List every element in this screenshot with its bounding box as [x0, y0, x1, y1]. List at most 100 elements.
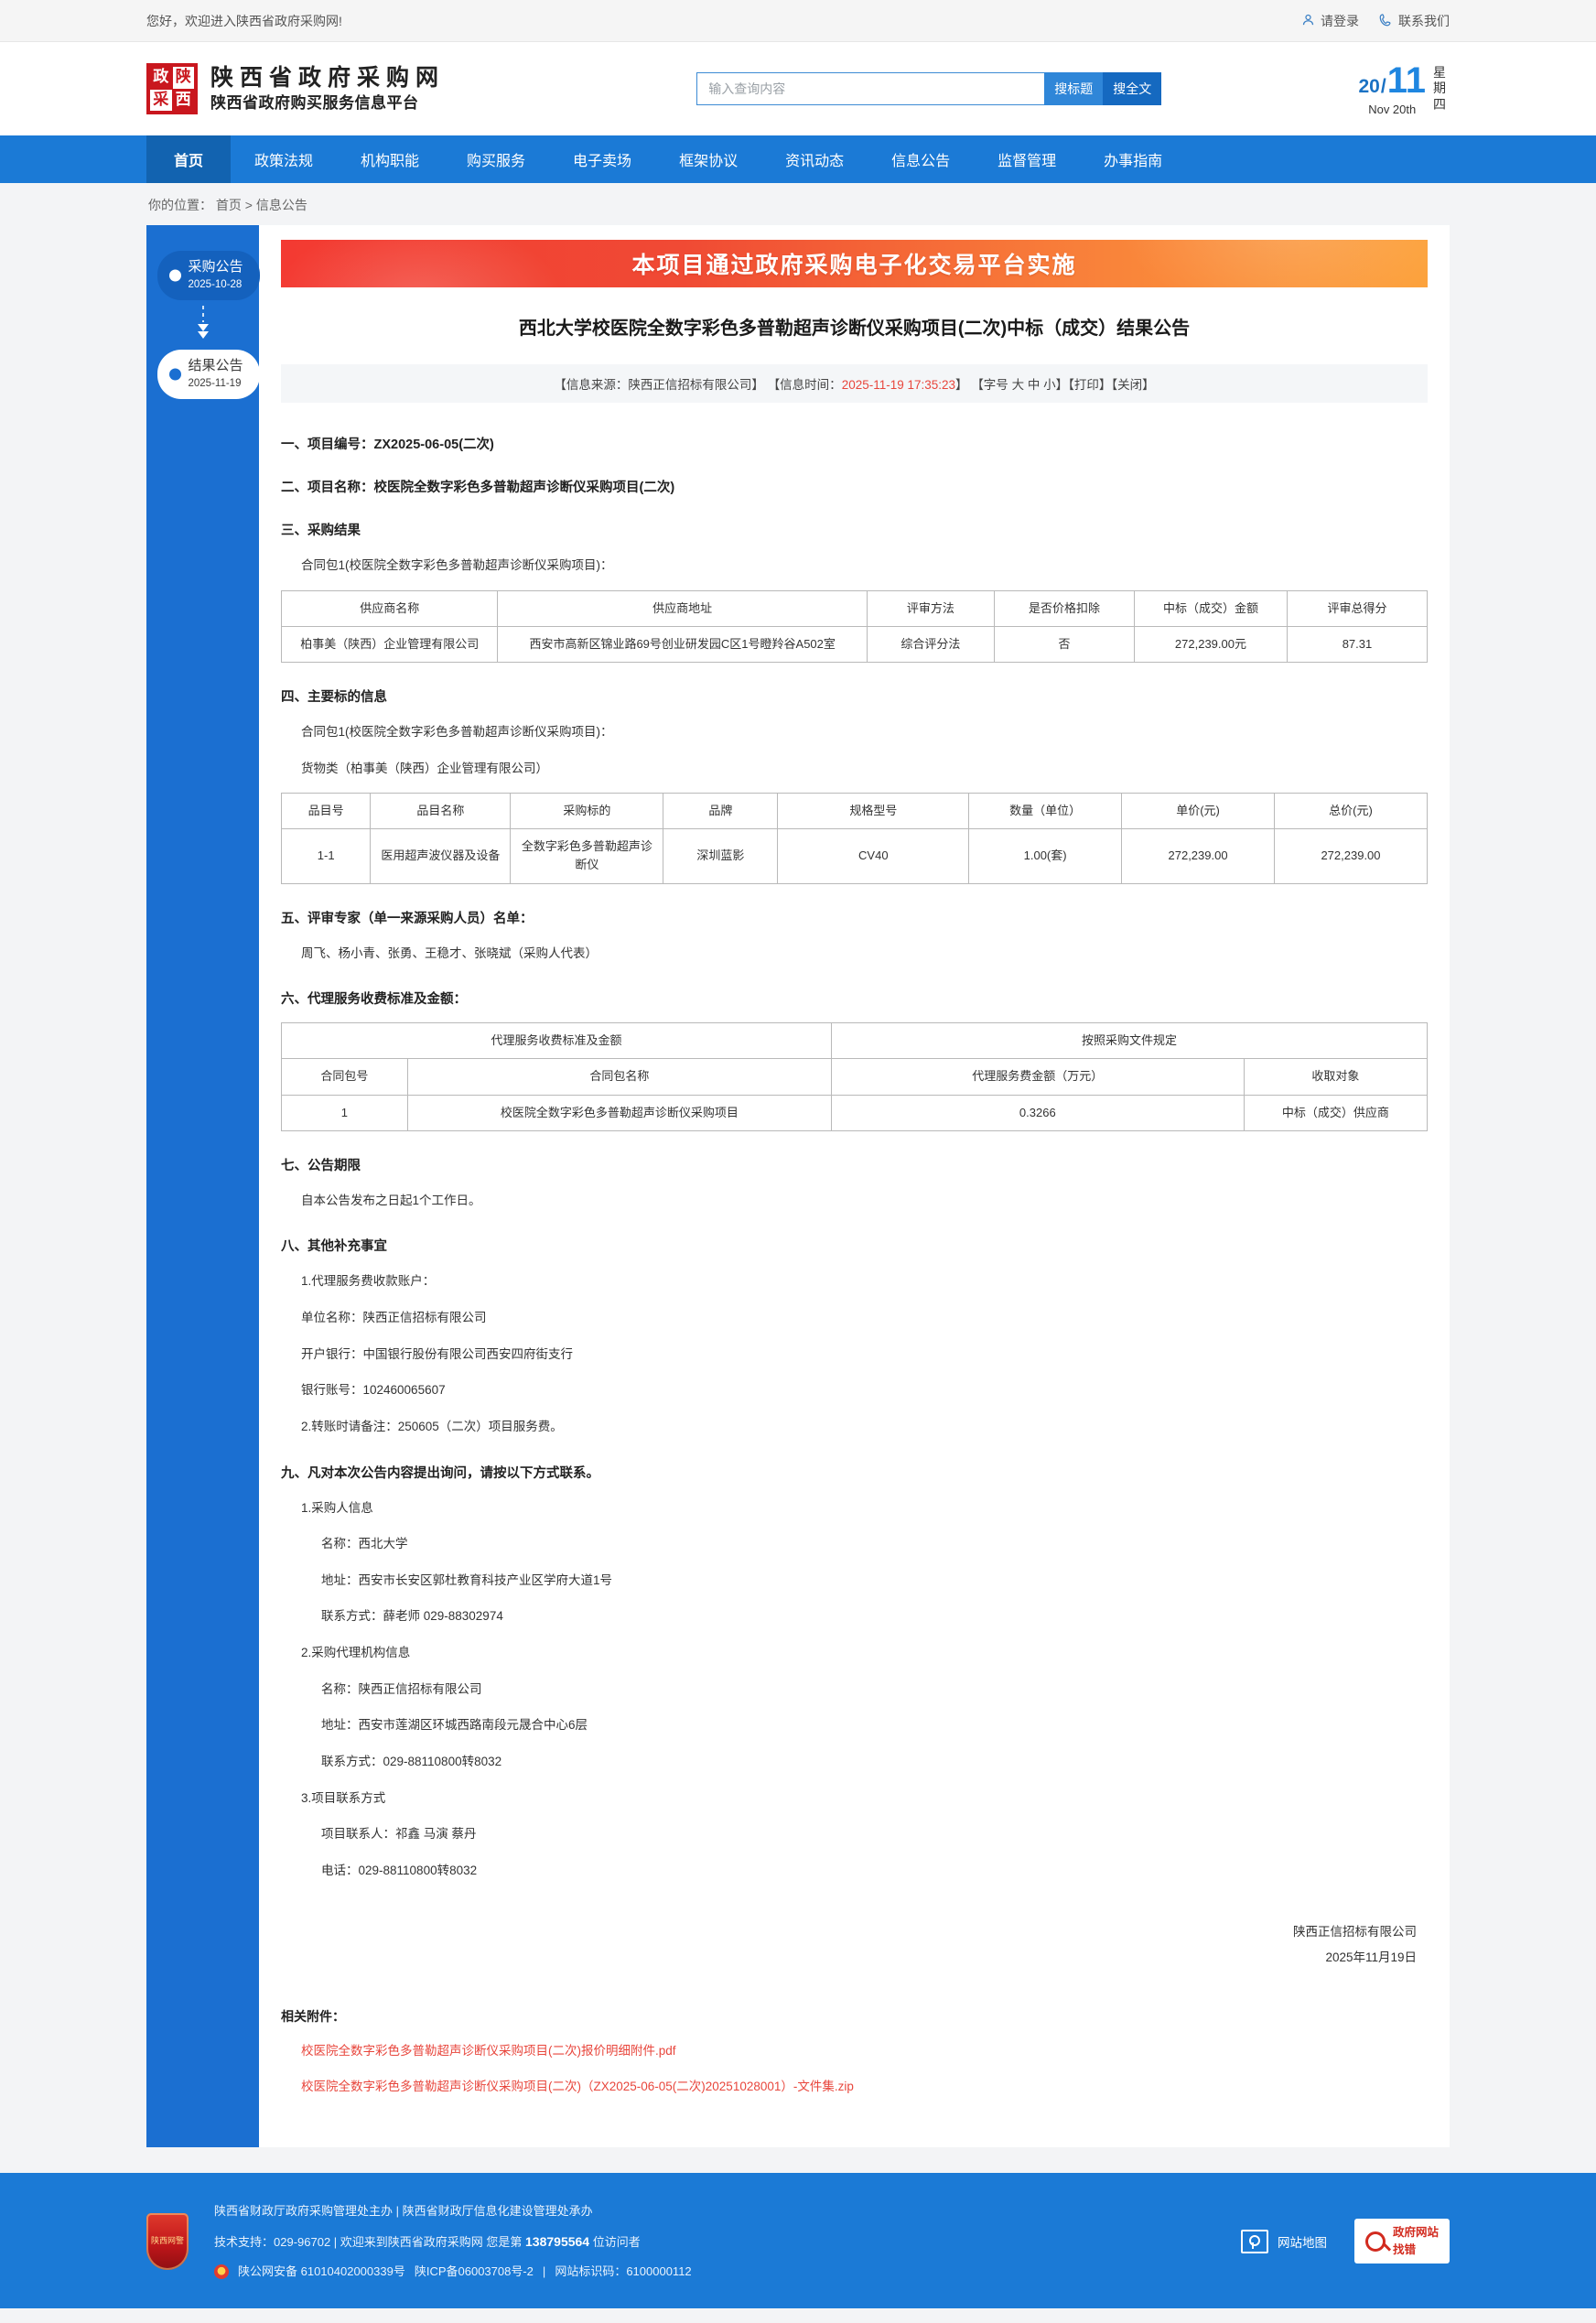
step-dot-icon	[168, 269, 181, 282]
step-dot-icon	[168, 368, 181, 381]
signature-org: 陕西正信招标有限公司	[1293, 1924, 1417, 1939]
police-emblem-icon	[214, 2264, 229, 2279]
item-package-label: 合同包1(校医院全数字彩色多普勒超声诊断仪采购项目)：	[301, 724, 613, 739]
table-cell: 中标（成交）供应商	[1243, 1094, 1429, 1131]
phone-icon	[1379, 13, 1393, 29]
article-content: 本项目通过政府采购电子化交易平台实施 西北大学校医院全数字彩色多普勒超声诊断仪采…	[259, 225, 1450, 2147]
weekday-char-2: 期	[1432, 81, 1446, 95]
nav-item-0[interactable]: 首页	[146, 135, 231, 183]
result-table: 供应商名称 供应商地址 评审方法 是否价格扣除 中标（成交）金额 评审总得分 柏事美（陕西）…	[280, 589, 1429, 663]
report-error-line2: 找错	[1392, 2242, 1416, 2256]
table-header-row: 合同包号 合同包名称 代理服务费金额（万元） 收取对象	[281, 1058, 1429, 1096]
table-cell: 87.31	[1286, 625, 1429, 663]
seal-char-4: 西	[172, 89, 194, 111]
other-matter-line-1: 单位名称：陕西正信招标有限公司	[301, 1310, 487, 1324]
section-review-experts: 五、评审专家（单一来源采购人员）名单：	[281, 911, 534, 926]
meta-source-label: 【信息来源：	[554, 378, 629, 392]
table-header-cell: 代理服务费金额（万元）	[830, 1058, 1245, 1096]
map-icon	[1240, 2229, 1268, 2253]
section-main-items: 四、主要标的信息	[281, 689, 387, 705]
seal-char-2: 陕	[172, 67, 194, 89]
site-header: 政 陕 采 西 陕西省政府采购网 陕西省政府购买服务信息平台 搜标题 搜全文 2…	[0, 42, 1596, 135]
official-seal-icon: 政 陕 采 西	[146, 63, 198, 114]
table-header-cell: 总价(元)	[1274, 793, 1428, 830]
attachment-link-1[interactable]: 校医院全数字彩色多普勒超声诊断仪采购项目(二次)（ZX2025-06-05(二次…	[301, 2079, 854, 2093]
table-cell: 272,239.00元	[1134, 625, 1288, 663]
gongan-record[interactable]: 陕公网安备 61010402000339号	[238, 2264, 405, 2278]
arrow-down-icon	[197, 306, 209, 340]
footer-visitor-suffix: 位访问者	[592, 2234, 641, 2249]
banner-text: 本项目通过政府采购电子化交易平台实施	[631, 253, 1077, 278]
item-category-label: 货物类（柏事美（陕西）企业管理有限公司）	[301, 761, 548, 775]
article-meta: 【信息来源：陕西正信招标有限公司】 【信息时间：2025-11-19 17:35…	[281, 364, 1428, 403]
project-contact-title: 3.项目联系方式	[301, 1790, 386, 1805]
nav-item-1[interactable]: 政策法规	[254, 154, 314, 169]
nav-item-7[interactable]: 信息公告	[891, 154, 951, 169]
agency-name: 名称：陕西正信招标有限公司	[321, 1681, 482, 1696]
table-header-cell: 品目名称	[370, 793, 512, 830]
meta-source: 陕西正信招标有限公司	[628, 378, 752, 392]
table-header-row: 品目号 品目名称 采购标的 品牌 规格型号 数量（单位） 单价(元) 总价(元)	[280, 793, 1428, 830]
sidebar-step-procurement-notice[interactable]: 采购公告 2025-10-28	[156, 251, 260, 301]
table-header-cell: 品目号	[280, 793, 372, 830]
police-badge-text: 陕西网警	[150, 2235, 184, 2245]
table-header-cell: 收取对象	[1243, 1058, 1429, 1096]
search-title-button[interactable]: 搜标题	[1044, 72, 1104, 105]
login-label: 请登录	[1321, 13, 1359, 28]
nav-item-8[interactable]: 监督管理	[998, 154, 1057, 169]
expert-names: 周飞、杨小青、张勇、王稳才、张晓斌（采购人代表）	[301, 945, 598, 960]
attachment-link-0[interactable]: 校医院全数字彩色多普勒超声诊断仪采购项目(二次)报价明细附件.pdf	[301, 2044, 676, 2058]
nav-item-5[interactable]: 框架协议	[679, 154, 739, 169]
search-input[interactable]	[696, 72, 1045, 105]
table-header-cell: 单价(元)	[1121, 793, 1275, 830]
table-header-cell: 中标（成交）金额	[1134, 589, 1288, 627]
buyer-contact: 联系方式：薛老师 029-88302974	[321, 1609, 503, 1624]
table-cell: 1-1	[280, 828, 372, 884]
agency-info-title: 2.采购代理机构信息	[301, 1646, 411, 1660]
font-size-control[interactable]: 【字号 大 中 小】	[971, 378, 1069, 392]
nav-item-2[interactable]: 机构职能	[361, 154, 420, 169]
site-logo[interactable]: 政 陕 采 西 陕西省政府采购网 陕西省政府购买服务信息平台	[146, 63, 445, 114]
main-navigation: 首页 政策法规 机构职能 购买服务 电子卖场 框架协议 资讯动态 信息公告 监督管理 办事指南	[0, 135, 1596, 183]
buyer-info-title: 1.采购人信息	[301, 1500, 373, 1515]
nav-item-9[interactable]: 办事指南	[1104, 154, 1163, 169]
attachments-list: 校医院全数字彩色多普勒超声诊断仪采购项目(二次)报价明细附件.pdf 校医院全数字…	[281, 2040, 1428, 2098]
police-badge-icon: 陕西网警	[146, 2212, 189, 2270]
print-button[interactable]: 【打印】	[1068, 378, 1112, 392]
table-cell: 柏事美（陕西）企业管理有限公司	[280, 625, 499, 663]
breadcrumb-home[interactable]: 首页	[215, 198, 242, 212]
table-header-cell: 合同包名称	[406, 1058, 832, 1096]
agency-contact: 联系方式：029-88110800转8032	[321, 1755, 502, 1769]
table-cell: 1.00(套)	[968, 828, 1123, 884]
other-matters-list: 1.代理服务费收款账户： 单位名称：陕西正信招标有限公司 开户银行：中国银行股份有限…	[281, 1270, 1428, 1438]
close-button[interactable]: 【关闭】	[1111, 378, 1155, 392]
site-name: 陕西省政府采购网	[210, 65, 446, 92]
table-group-header-cell: 按照采购文件规定	[830, 1022, 1429, 1060]
table-cell: 西安市高新区锦业路69号创业研发园C区1号瞪羚谷A502室	[497, 625, 868, 663]
report-error-button[interactable]: 政府网站 找错	[1353, 2219, 1450, 2264]
login-link[interactable]: 请登录	[1301, 12, 1359, 30]
table-cell: 否	[993, 625, 1136, 663]
table-cell: CV40	[777, 828, 970, 884]
sidebar-step-result-notice[interactable]: 结果公告 2025-11-19	[156, 350, 260, 400]
nav-item-3[interactable]: 购买服务	[467, 154, 526, 169]
meta-time-label: 【信息时间：	[767, 378, 842, 392]
nav-item-6[interactable]: 资讯动态	[785, 154, 845, 169]
table-cell: 272,239.00	[1121, 828, 1275, 884]
other-matter-line-3: 银行账号：102460065607	[301, 1383, 446, 1398]
icp-record[interactable]: 陕ICP备06003708号-2	[414, 2264, 534, 2278]
sitemap-link[interactable]: 网站地图	[1240, 2229, 1327, 2253]
search-fulltext-button[interactable]: 搜全文	[1103, 72, 1162, 105]
breadcrumb-prefix: 你的位置：	[148, 198, 212, 212]
welcome-text: 您好，欢迎进入陕西省政府采购网!	[146, 13, 342, 28]
meta-time-end: 】	[955, 378, 968, 392]
table-row: 1-1 医用超声波仪器及设备 全数字彩色多普勒超声诊断仪 深圳蓝影 CV40 1.00(套…	[280, 828, 1428, 884]
table-cell: 272,239.00	[1274, 828, 1428, 884]
fee-table: 代理服务收费标准及金额 按照采购文件规定 合同包号 合同包名称 代理服务费金额（万元）收…	[281, 1022, 1429, 1131]
table-header-cell: 供应商地址	[497, 589, 868, 627]
contact-link[interactable]: 联系我们	[1379, 12, 1450, 30]
breadcrumb-separator: >	[244, 198, 253, 212]
table-cell: 深圳蓝影	[663, 828, 779, 884]
table-header-cell: 采购标的	[510, 793, 664, 830]
nav-item-4[interactable]: 电子卖场	[573, 154, 632, 169]
